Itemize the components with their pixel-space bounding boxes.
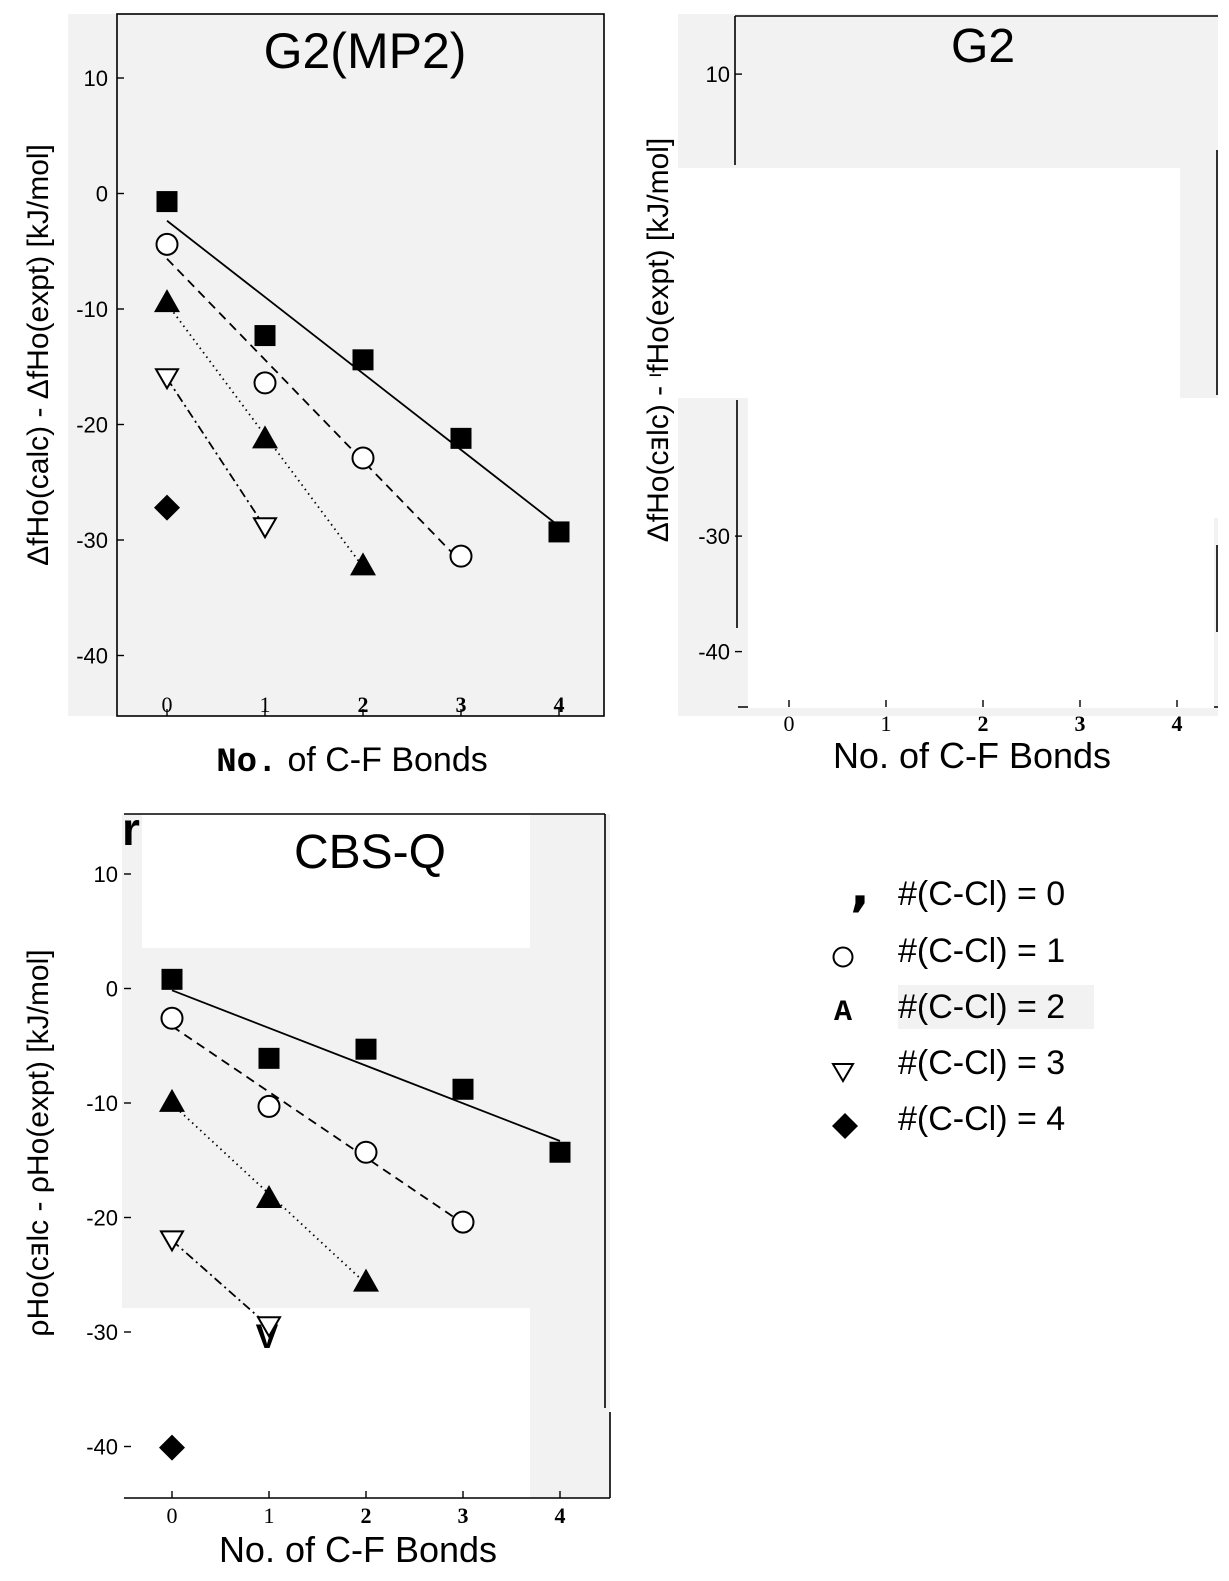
data-point-cl1: [453, 1212, 474, 1233]
legend-item-cl4: #(C-Cl) = 4: [832, 1100, 1065, 1139]
y-tick-label: 0: [96, 182, 108, 207]
legend-marker-comma: ,: [850, 858, 870, 918]
data-point-cl1: [451, 546, 472, 567]
chart-title: CBS-Q: [294, 826, 446, 879]
x-axis-label: No. of C-F Bonds: [833, 735, 1111, 776]
y-axis-label: ρHo(cⱻlc - ρHo(expt) [kJ/mol]: [22, 949, 55, 1336]
x-tick-label: 4: [554, 692, 565, 717]
y-tick-label: -40: [86, 1435, 118, 1460]
x-axis-label: No. of C-F Bonds: [216, 741, 488, 782]
x-tick-label: 3: [456, 692, 467, 717]
y-tick-label: -30: [86, 1320, 118, 1345]
legend-item-cl1: #(C-Cl) = 1: [834, 932, 1066, 970]
legend-label-cl1: #(C-Cl) = 1: [898, 932, 1065, 970]
legend-item-cl2: A #(C-Cl) = 2: [834, 988, 1065, 1030]
x-tick-label: 0: [784, 711, 795, 736]
blank-region: [748, 398, 1218, 518]
legend-marker-letter-a: A: [834, 996, 852, 1030]
x-tick-label: 4: [1172, 711, 1183, 736]
plot-background: [68, 14, 605, 716]
x-axis-label-prefix: No.: [216, 744, 277, 782]
blank-region: [748, 518, 1214, 708]
data-point-cl0: [255, 325, 276, 346]
data-point-cl0: [162, 969, 183, 990]
data-point-cl1: [259, 1096, 280, 1117]
blank-region: [678, 168, 1180, 398]
chart-cbsq: r CBS-Q ρHo(cⱻlc - ρHo(expt) [kJ/mol] No…: [22, 803, 610, 1570]
open-triangle-down-icon: [833, 1064, 853, 1081]
data-point-cl1: [356, 1142, 377, 1163]
y-tick-label: -30: [698, 524, 730, 549]
y-tick-label: 10: [94, 862, 118, 887]
data-point-cl1: [162, 1008, 183, 1029]
y-tick-label: 10: [84, 66, 108, 91]
data-point-cl1: [157, 234, 178, 255]
stray-glyph-r: r: [122, 803, 140, 855]
x-axis-label: No. of C-F Bonds: [219, 1529, 497, 1570]
blank-region: [122, 1308, 530, 1498]
data-point-cl0: [451, 428, 472, 449]
y-axis-label: ΔfHo(calc) - ΔfHo(expt) [kJ/mol]: [22, 144, 55, 566]
x-tick-label: 2: [978, 711, 989, 736]
legend-label-cl4: #(C-Cl) = 4: [898, 1100, 1065, 1138]
y-tick-label: 0: [106, 977, 118, 1002]
chart-title: G2(MP2): [264, 23, 467, 79]
data-point-cl0: [259, 1048, 280, 1069]
data-point-cl0: [157, 191, 178, 212]
y-tick-label: -20: [76, 413, 108, 438]
legend-label-cl3: #(C-Cl) = 3: [898, 1044, 1065, 1082]
x-tick-label: 0: [167, 1503, 178, 1528]
x-tick-label: 4: [555, 1503, 566, 1528]
data-point-cl0: [353, 349, 374, 370]
legend-item-cl3: #(C-Cl) = 3: [833, 1044, 1065, 1082]
x-tick-label: 1: [881, 711, 892, 736]
x-tick-label: 0: [162, 692, 173, 717]
legend-item-cl0: , #(C-Cl) = 0: [850, 858, 1065, 918]
y-tick-label: -30: [76, 528, 108, 553]
data-point-cl0: [453, 1079, 474, 1100]
x-tick-label: 2: [361, 1503, 372, 1528]
y-tick-label: -40: [76, 644, 108, 669]
data-point-cl1: [255, 372, 276, 393]
data-point-cl0: [550, 1142, 571, 1163]
legend: , #(C-Cl) = 0 #(C-Cl) = 1 A #(C-Cl) = 2 …: [832, 858, 1094, 1139]
filled-diamond-icon: [832, 1113, 858, 1139]
data-point-cl0: [549, 521, 570, 542]
chart-g2mp2: G2(MP2) ΔfHo(calc) - ΔfHo(expt) [kJ/mol]…: [22, 14, 605, 782]
x-tick-label: 3: [458, 1503, 469, 1528]
y-axis-label: ΔfHo(cⱻlc) - ᶦfHo(expt) [kJ/mol]: [642, 138, 675, 543]
chart-title: G2: [951, 20, 1015, 73]
legend-label-cl0: #(C-Cl) = 0: [898, 875, 1065, 913]
y-tick-label: -10: [76, 297, 108, 322]
y-tick-label: -40: [698, 640, 730, 665]
open-circle-icon: [834, 948, 853, 967]
y-tick-label: -20: [86, 1206, 118, 1231]
data-point-cl0: [356, 1039, 377, 1060]
x-tick-label: 2: [358, 692, 369, 717]
x-tick-label: 1: [260, 692, 271, 717]
y-tick-label: -10: [86, 1091, 118, 1116]
data-point-cl1: [353, 447, 374, 468]
x-axis-label-text: of C-F Bonds: [287, 741, 487, 779]
y-tick-label: 10: [706, 62, 730, 87]
chart-g2: G2 ΔfHo(cⱻlc) - ᶦfHo(expt) [kJ/mol] No. …: [642, 14, 1218, 776]
x-tick-label: 3: [1075, 711, 1086, 736]
legend-label-cl2: #(C-Cl) = 2: [898, 988, 1065, 1026]
x-tick-label: 1: [264, 1503, 275, 1528]
